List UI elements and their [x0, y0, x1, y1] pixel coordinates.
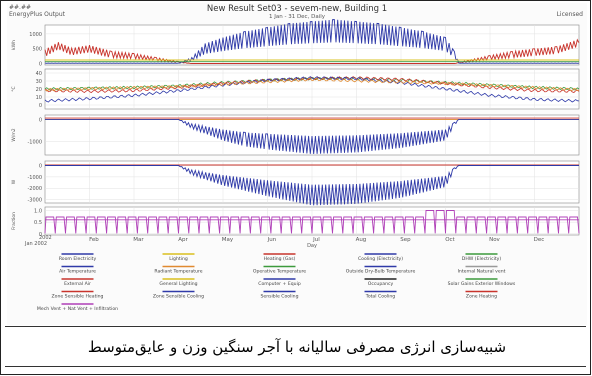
- legend-entry-label: Heating (Gas): [264, 256, 296, 262]
- legend-entry-label: Solar Gains Exterior Windows: [448, 281, 516, 287]
- panel-2-ytick-label: -1000: [27, 140, 42, 146]
- panel-3-ytick-label: -1000: [27, 175, 42, 181]
- x-axis-label: Day: [307, 243, 317, 249]
- legend-entry-label: Total Cooling: [365, 294, 395, 300]
- panel-1-ytick-label: 10: [36, 95, 42, 101]
- panel-0-ylabel: kWh: [11, 40, 17, 50]
- x-start-date-label: Jan 2002: [24, 241, 47, 247]
- panel-4-ytick-label: 1.0: [34, 209, 42, 215]
- month-tick-label: Aug: [356, 237, 367, 243]
- legend-entry-label: DHW (Electricity): [462, 256, 502, 262]
- month-tick-label: Mar: [133, 237, 144, 243]
- panel-1-ytick-label: 30: [36, 79, 42, 85]
- panel-3-ytick-label: -3000: [27, 198, 42, 204]
- divider-top: [5, 326, 586, 327]
- legend-entry-label: Room Electricity: [59, 256, 97, 262]
- legend-entry-label: Internal Natural vent: [458, 269, 506, 275]
- month-tick-label: Dec: [534, 237, 545, 243]
- month-tick-label: Oct: [445, 237, 455, 243]
- panel-0-series-blue-line: [44, 19, 580, 64]
- energyplus-chart-screenshot: ##.## EnergyPlus Output New Result Set03…: [7, 3, 587, 325]
- panel-1-ytick-label: 40: [36, 71, 42, 77]
- legend-entry-label: Zone Heating: [466, 294, 497, 300]
- legend-entry-label: Operative Temperature: [253, 269, 306, 275]
- legend-entry-label: Radiant Temperature: [154, 269, 202, 275]
- panel-3-series-blue-line: [45, 165, 579, 206]
- panel-2-ytick-label: 0: [39, 117, 42, 123]
- panel-4-occupancy-pulses: [44, 210, 580, 234]
- x-start-year-label: 2002: [39, 235, 52, 241]
- panel-2-series-blue-line: [45, 118, 579, 154]
- panel-4-ytick-label: 0.5: [34, 220, 42, 226]
- figure-caption: شبیه‌سازی انرژی مصرفی سالیانه با آجر سنگ…: [87, 338, 507, 356]
- license-label: Licensed: [556, 11, 583, 18]
- chart-panels: 1000 500 0 kWh 40 30 20 10 0 °C 0 -1000 W/m2 0 -1000 -2…: [11, 19, 580, 312]
- panel-1-ylabel: °C: [11, 86, 17, 91]
- month-tick-label: Feb: [89, 237, 99, 243]
- legend-entry-label: Sensible Cooling: [260, 294, 298, 300]
- legend-entry-label: Lighting: [169, 256, 188, 262]
- chart-subtitle: 1 Jan - 31 Dec, Daily: [268, 14, 325, 20]
- legend-entry-label: Air Temperature: [59, 269, 96, 275]
- legend-entry-label: Zone Sensible Heating: [52, 294, 104, 300]
- panel-0-ytick-label: 1000: [29, 32, 42, 38]
- month-tick-label: Sep: [400, 237, 411, 243]
- legend-entry-label: Cooling (Electricity): [358, 256, 403, 262]
- panel-3-ytick-label: -2000: [27, 186, 42, 192]
- legend-entry-label: Zone Sensible Cooling: [153, 294, 204, 300]
- panel-4-ytick-label: 0: [39, 232, 42, 238]
- legend-entry-label: Occupancy: [368, 281, 394, 287]
- panel-2-ylabel: W/m2: [11, 128, 17, 141]
- version-label: ##.##: [9, 4, 32, 11]
- panel-1-ytick-label: 20: [36, 87, 42, 93]
- panel-3-ylabel: W: [11, 179, 17, 184]
- legend-entry-label: General Lighting: [159, 281, 197, 287]
- month-tick-label: Jun: [267, 237, 277, 243]
- panel-1-series-blue-line: [44, 76, 580, 103]
- legend-entry-label: Mech Vent + Nat Vent + Infiltration: [37, 306, 118, 312]
- panel-0-series-red-line: [44, 38, 580, 64]
- product-label: EnergyPlus Output: [9, 11, 65, 18]
- month-tick-label: Apr: [178, 237, 188, 243]
- panel-1-ytick-label: 0: [39, 103, 42, 109]
- chart-title: New Result Set03 - sevem-new, Building 1: [206, 4, 388, 14]
- panel-0-ytick-label: 500: [32, 47, 42, 53]
- legend-entry-label: Computer + Equip: [258, 281, 301, 287]
- panel-0-ytick-label: 0: [39, 62, 42, 68]
- divider-bottom: [5, 366, 586, 367]
- month-tick-label: Nov: [489, 237, 500, 243]
- month-tick-label: May: [222, 237, 234, 243]
- panel-1-series-orange-line: [44, 77, 580, 92]
- month-tick-label: Jul: [312, 237, 320, 243]
- panel-3-ytick-label: 0: [39, 164, 42, 170]
- legend-entry-label: Outside Dry-Bulb Temperature: [346, 269, 416, 275]
- legend-entry-label: External Air: [64, 281, 91, 287]
- panel-4-ylabel: Fraction: [11, 212, 17, 230]
